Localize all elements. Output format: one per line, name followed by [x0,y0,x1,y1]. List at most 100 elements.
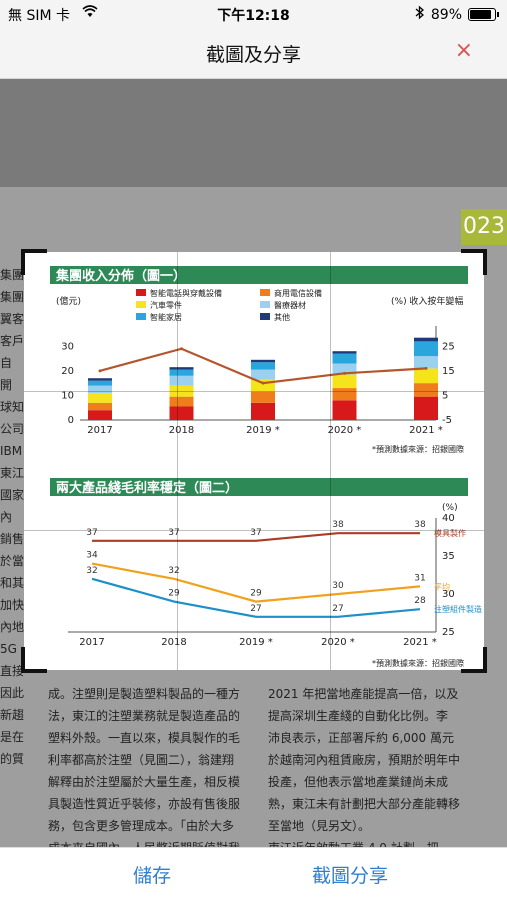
chart1-growth-point [261,381,265,385]
chart1-bar-segment [332,351,357,354]
chart1-source: *預測數據來源：招銀國際 [372,444,464,454]
header-band [0,79,507,187]
side_text-line: 於當 [0,554,25,568]
chart1-title-bar [50,266,468,284]
chart2-x-tick: 2021 * [403,637,437,648]
crop-guide-left [177,252,178,670]
col1-line: 具製造性質近乎裝修，亦設有售後服 [48,797,241,811]
share-screenshot-button[interactable]: 截圖分享 [312,865,389,887]
status-time: 下午12:18 [217,8,290,24]
chart2-data-label: 38 [332,520,344,530]
chart1-left-tick: 30 [61,341,74,352]
chart1-title: 集團收入分佈（圖一） [55,268,186,284]
chart1-bar-segment [332,374,357,389]
chart1-bar-segment [414,356,438,369]
chart2-series-name: 平均 [434,581,450,591]
col2-line: 沛良表示，正部署斥約 6,000 萬元 [268,731,454,745]
battery-cap [497,12,499,17]
chart2-x-tick: 2017 [79,637,104,648]
chart2-data-label: 27 [332,604,343,614]
side_text-line: 新趨 [0,708,25,722]
close-icon[interactable]: × [454,38,473,63]
chart1-legend-swatch [260,289,270,296]
side_text-line: 內地 [0,620,25,634]
chart1-legend-label: 其他 [274,312,290,322]
chart1-bar-segment [88,385,112,393]
side_text-line: 自 [0,356,13,370]
col2-line: 投產，但他表示當地產業鏈尚未成 [268,775,449,789]
crop-handle-top-right[interactable] [461,249,487,275]
chart1-right-tick: 5 [442,390,448,401]
chart2-data-label: 28 [414,596,426,606]
chart1-bar-segment [251,391,275,403]
chart1-bar-segment [88,380,112,386]
chart1-x-tick: 2018 [169,425,194,436]
chart2-y-tick: 40 [442,513,455,524]
chart1-bar-segment [169,406,194,420]
chart1-bar-segment [169,369,194,376]
chart1-growth-point [424,366,428,370]
chart1-left-tick: 10 [61,390,74,401]
crop-handle-bottom-left[interactable] [21,647,47,673]
col2-line: 提高深圳生產綫的自動化比例。李 [268,709,449,723]
chart1-x-tick: 2019 * [246,425,280,436]
chart1-bar-segment [251,402,275,420]
article-column-1: 成。注塑則是製造塑料製品的一種方 法，東江的注塑業務就是製造產品的 塑料外殼。一直以… [48,683,268,847]
chart1-right-tick: 15 [442,366,455,377]
chart2-series-line [91,562,421,603]
crop-region[interactable]: 集團收入分佈（圖一） (億元) (%) 收入按年變幅 智能電話與穿戴設備 商用電信設備汽… [21,249,487,673]
crop-handle-bottom-right[interactable] [461,647,487,673]
side_text-line: IBM [0,444,23,458]
chart2-data-label: 37 [168,528,179,538]
col2-line: 2021 年把當地產能提高一倍，以及 [268,687,459,701]
chart1-bar-segment [88,378,112,381]
chart2-data-label: 29 [250,589,262,599]
col1-line: 塑料外殼。一直以來，模具製作的毛 [48,731,241,745]
chart1-bar-segment [88,410,112,420]
col1-line: 務，包含更多管理成本。「由於大多 [48,819,235,833]
crop-guide-bottom [24,530,484,531]
side_text-line: 的質 [0,752,25,766]
chart1-bar-segment [414,368,438,384]
chart1-legend-swatch [136,313,146,320]
side_text-line: 銷售 [0,532,25,546]
carrier-label: 無 SIM 卡 [8,8,70,24]
chart1-legend-label: 商用電信設備 [274,288,322,298]
chart1-bar-segment [414,383,438,397]
save-button[interactable]: 儲存 [133,865,172,887]
chart1-left-tick: 20 [61,366,74,377]
chart2-data-label: 32 [168,566,179,576]
chart2-series-name: 注塑組件製造 [434,604,482,614]
wifi-icon [82,5,98,23]
chart1-bar-segment [88,402,112,411]
chart2-series-line [92,532,420,542]
bottom-toolbar: 儲存 截圖分享 [0,847,507,901]
crop-handle-top-left[interactable] [21,249,47,275]
chart2-title-bar [50,478,468,496]
chart1-bar-segment [251,362,275,370]
chart1-bar-segment [332,400,357,420]
chart1-growth-point [343,371,346,375]
chart2-data-label: 37 [86,528,97,538]
chart2-y-tick: 25 [442,627,455,638]
chart2-source: *預測數據來源：招銀國際 [372,658,464,668]
chart2-data-label: 30 [332,581,344,591]
chart1-bar-segment [332,388,357,401]
side_text-line: 客戶 [0,334,25,348]
chart2-data-label: 37 [250,528,261,538]
side_text-line: 開 [0,378,13,392]
chart1-legend-swatch [136,289,146,296]
chart1-bar-segment [169,385,194,397]
page-number: 023 [461,209,507,245]
chart2-axis-label: (%) [442,503,458,513]
chart2-y-tick: 30 [442,589,455,600]
chart2-x-tick: 2019 * [239,637,273,648]
side_text-line: 公司 [0,422,25,436]
chart1-x-tick: 2020 * [328,425,362,436]
chart1-x-tick: 2017 [87,425,112,436]
side_text-line: 集團 [0,290,25,304]
chart2-x-tick: 2018 [161,637,186,648]
screenshot-header: 截圖及分享 × [0,28,507,79]
col2-line: 熟，東江未有計劃把大部分產能轉移 [268,797,461,811]
chart1-bar-segment [169,375,194,386]
